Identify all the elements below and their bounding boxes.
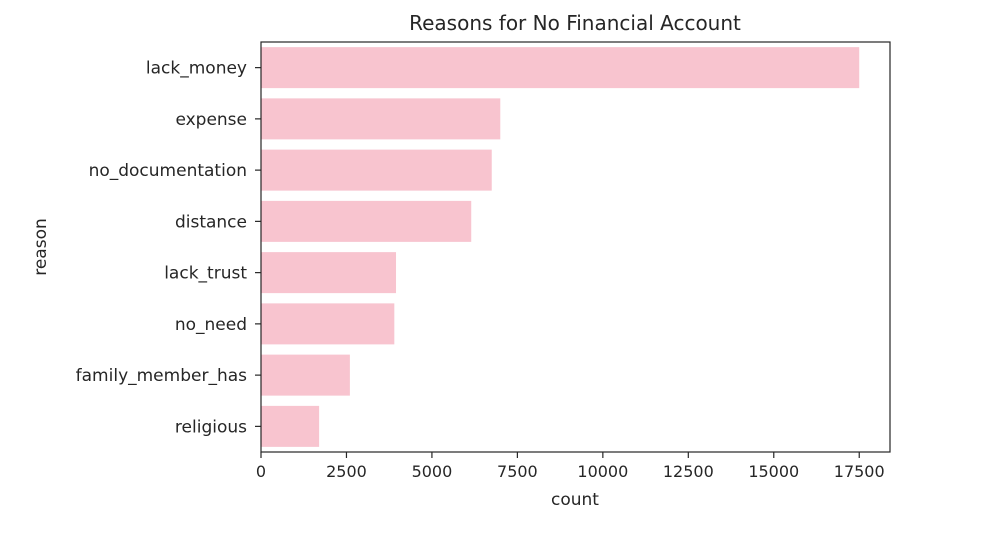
bar-no-documentation [261,149,492,191]
x-tick-label: 7500 [497,462,538,481]
plot-frame [260,41,891,453]
chart-title: Reasons for No Financial Account [409,11,741,35]
bar-family-member-has [261,354,350,396]
x-tick-label: 17500 [834,462,885,481]
y-tick-label: distance [175,212,247,232]
y-tick-label: expense [175,110,247,130]
x-axis-ticks: 0 2500 5000 7500 10000 12500 15000 17500 [256,452,885,481]
bar-religious [261,405,320,447]
bar-no-need [261,303,395,345]
bar-lack-trust [261,252,397,294]
y-tick-label: family_member_has [76,366,247,386]
x-tick-label: 15000 [748,462,799,481]
x-tick-label: 0 [256,462,266,481]
y-tick-label: lack_trust [164,264,247,284]
y-tick-label: no_documentation [89,161,247,181]
bars-layer [261,47,860,447]
y-axis-label: reason [31,218,51,276]
y-tick-label: lack_money [146,59,247,79]
bar-lack-money [261,47,860,89]
bar-distance [261,200,472,242]
x-tick-label: 12500 [663,462,714,481]
x-tick-label: 2500 [326,462,367,481]
y-tick-label: religious [175,417,247,437]
y-tick-label: no_need [175,315,247,335]
bar-expense [261,98,501,140]
x-tick-label: 10000 [577,462,628,481]
x-axis-label: count [551,490,599,510]
x-tick-label: 5000 [412,462,453,481]
